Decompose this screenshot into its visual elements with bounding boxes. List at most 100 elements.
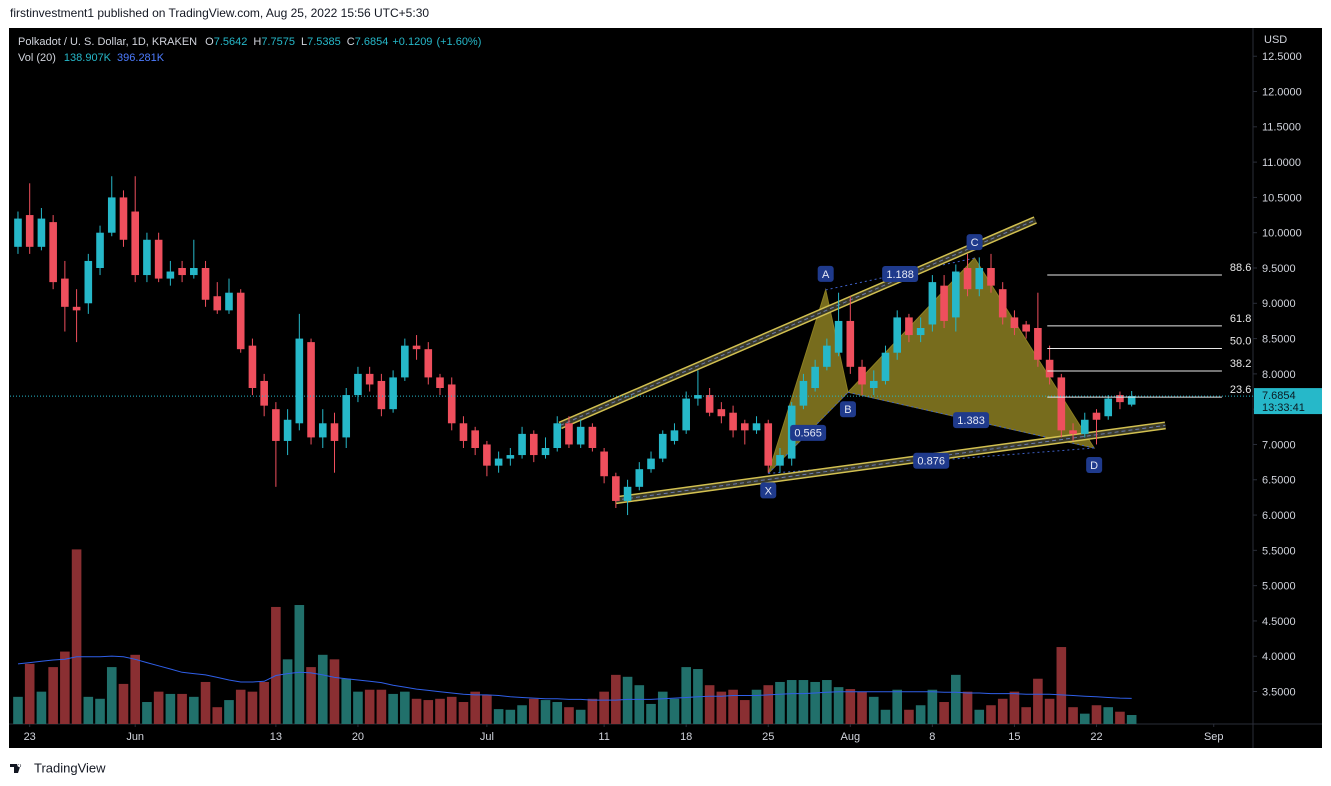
candle-body: [260, 380, 268, 406]
volume-bar: [822, 680, 832, 724]
candle-body: [471, 430, 479, 448]
volume-bar: [48, 667, 58, 724]
fib-label: 38.2: [1230, 358, 1251, 370]
x-tick-label: Jul: [480, 731, 494, 743]
volume-bar: [575, 709, 586, 724]
volume-bar: [446, 696, 457, 724]
candle-body: [952, 271, 960, 318]
volume-bar: [833, 687, 844, 724]
volume-bar: [353, 691, 363, 724]
volume-bar: [142, 702, 152, 724]
y-tick-label: 8.0000: [1262, 369, 1296, 381]
candle-body: [811, 366, 819, 388]
volume-bar: [482, 694, 492, 724]
candle-body: [928, 282, 937, 325]
volume-bar: [329, 659, 340, 724]
channel-center: [615, 424, 1166, 501]
candle-body: [330, 423, 339, 441]
volume-bar: [376, 689, 387, 724]
volume-bar: [1021, 707, 1031, 724]
symbol-title: Polkadot / U. S. Dollar, 1D, KRAKEN: [18, 36, 197, 48]
volume-bar: [986, 705, 996, 724]
volume-bar: [1126, 715, 1137, 724]
volume-bar: [1033, 678, 1043, 724]
candle-body: [318, 423, 327, 438]
volume-bar: [306, 667, 316, 724]
volume-bar: [1056, 647, 1067, 724]
volume-bar: [728, 689, 738, 724]
candle-body: [1104, 398, 1113, 417]
y-axis-label: USD: [1264, 34, 1287, 46]
candle-body: [529, 433, 538, 456]
pattern-ratio-box: [953, 412, 990, 429]
volume-bar: [810, 681, 820, 724]
candle-body: [834, 320, 843, 353]
volume-bar: [868, 696, 879, 724]
legend-key: H: [253, 36, 261, 48]
candle-body: [881, 352, 890, 381]
volume-bar: [939, 702, 949, 724]
candle-body: [272, 409, 280, 441]
candle-body: [178, 268, 186, 276]
volume-bar: [845, 689, 856, 724]
x-tick-label: 25: [762, 731, 774, 743]
candle-body: [283, 419, 292, 441]
candle-body: [940, 285, 948, 321]
legend-value: 7.5642: [214, 36, 248, 48]
volume-bar: [1115, 711, 1125, 724]
volume-bar: [36, 691, 47, 724]
volume-bar: [904, 709, 914, 724]
candle-body: [61, 278, 69, 307]
y-tick-label: 6.5000: [1262, 475, 1296, 487]
volume-bar: [716, 691, 727, 724]
volume-bar: [857, 691, 867, 724]
channel-center: [559, 219, 1036, 426]
pattern-point-label: A: [822, 269, 830, 281]
candle-body: [307, 342, 315, 438]
candle-body: [225, 292, 233, 311]
candle-body: [717, 409, 726, 417]
volume-bar: [165, 693, 176, 724]
volume-bar: [364, 689, 375, 724]
volume-bar: [13, 696, 23, 724]
volume-bar: [517, 705, 527, 724]
volume-bar: [540, 700, 551, 724]
legend-key: C: [347, 36, 355, 48]
candle-body: [998, 289, 1007, 318]
volume-bar: [763, 685, 774, 724]
pattern-ratio-label: 1.188: [886, 269, 914, 281]
y-tick-label: 10.5000: [1262, 192, 1302, 204]
y-tick-label: 9.0000: [1262, 298, 1296, 310]
candle-body: [25, 215, 34, 247]
candle-body: [342, 395, 351, 438]
candle-body: [588, 426, 597, 448]
candle-body: [705, 395, 714, 413]
volume-bar: [423, 700, 434, 724]
volume-bar: [880, 709, 891, 724]
y-tick-label: 10.0000: [1262, 228, 1302, 240]
legend-value: 7.5385: [307, 36, 341, 48]
volume-bar: [892, 689, 903, 724]
candle-body: [107, 197, 116, 233]
candle-body: [401, 345, 409, 378]
volume-bar: [1079, 713, 1090, 724]
volume-bar: [646, 703, 656, 724]
volume-bar: [927, 689, 938, 724]
candle-body: [905, 317, 913, 336]
axes: USD 12.5000 12.0000 11.5000 11.0000 10.5000 10…: [18, 34, 1322, 743]
candle-body: [213, 296, 222, 311]
x-tick-label: 15: [1008, 731, 1020, 743]
volume-bar: [493, 709, 504, 724]
pattern-point-box: [760, 482, 777, 499]
volume-value: 138.907K: [64, 52, 112, 64]
volume-bar: [528, 698, 539, 724]
volume-bar: [224, 700, 234, 724]
volume-bar: [282, 659, 293, 724]
volume-bar: [1091, 705, 1102, 724]
volume-bar: [259, 681, 269, 724]
candle-body: [541, 448, 550, 456]
pattern-ratio-box: [913, 452, 950, 469]
y-tick-label: 9.5000: [1262, 263, 1296, 275]
